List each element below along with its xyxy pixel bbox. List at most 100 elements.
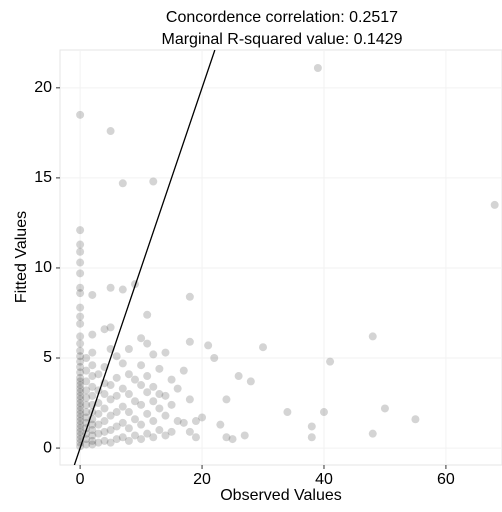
point — [191, 417, 200, 426]
point — [76, 381, 85, 390]
point — [149, 177, 158, 186]
point — [124, 408, 133, 417]
points — [73, 50, 499, 465]
point — [179, 366, 188, 375]
point — [82, 377, 91, 386]
point — [307, 422, 316, 431]
x-axis-label: Observed Values — [220, 487, 342, 504]
point — [100, 427, 109, 436]
point — [118, 418, 127, 427]
point — [76, 420, 85, 429]
point — [76, 339, 85, 348]
point — [380, 404, 389, 413]
y-tick-label: 10 — [34, 259, 52, 276]
chart-title: Concordence correlation: 0.2517 — [166, 9, 398, 26]
point — [112, 408, 121, 417]
point — [143, 409, 152, 418]
point — [106, 411, 115, 420]
point — [130, 375, 139, 384]
point — [76, 363, 85, 372]
point — [118, 359, 127, 368]
point — [112, 391, 121, 400]
point — [118, 179, 127, 188]
point — [319, 408, 328, 417]
point — [88, 382, 97, 391]
point — [106, 438, 115, 447]
point — [82, 354, 91, 363]
point — [76, 391, 85, 400]
point — [112, 352, 121, 361]
point — [76, 226, 85, 235]
point — [82, 440, 91, 449]
point — [82, 386, 91, 395]
point — [76, 413, 85, 422]
point — [100, 390, 109, 399]
point — [143, 339, 152, 348]
point — [185, 337, 194, 346]
point — [94, 370, 103, 379]
point — [88, 431, 97, 440]
point — [124, 390, 133, 399]
point — [118, 384, 127, 393]
point — [76, 283, 85, 292]
point — [185, 427, 194, 436]
point — [82, 393, 91, 402]
y-tick-label: 5 — [43, 349, 52, 366]
point — [88, 290, 97, 299]
point — [100, 436, 109, 445]
point — [234, 372, 243, 381]
point — [240, 431, 249, 440]
point — [161, 391, 170, 400]
point — [118, 433, 127, 442]
point — [149, 417, 158, 426]
point — [76, 399, 85, 408]
point — [76, 377, 85, 386]
point — [143, 372, 152, 381]
point — [198, 413, 207, 422]
point — [118, 285, 127, 294]
point — [106, 283, 115, 292]
point — [100, 417, 109, 426]
point — [259, 343, 268, 352]
point — [106, 395, 115, 404]
point — [155, 390, 164, 399]
point — [143, 310, 152, 319]
point — [124, 424, 133, 433]
point — [112, 373, 121, 382]
point — [88, 440, 97, 449]
x-tick-label: 40 — [315, 471, 333, 488]
point — [216, 420, 225, 429]
point — [185, 292, 194, 301]
point — [88, 361, 97, 370]
point — [179, 418, 188, 427]
y-tick-label: 20 — [34, 79, 52, 96]
point — [76, 346, 85, 355]
point — [173, 384, 182, 393]
point — [94, 420, 103, 429]
point — [76, 289, 85, 298]
point — [76, 431, 85, 440]
point — [368, 332, 377, 341]
point — [88, 436, 97, 445]
x-tick-label: 60 — [437, 471, 455, 488]
point — [130, 415, 139, 424]
point — [88, 348, 97, 357]
point — [76, 240, 85, 249]
x-tick-label: 20 — [193, 471, 211, 488]
point — [149, 397, 158, 406]
y-axis-label: Fitted Values — [13, 211, 30, 303]
point — [191, 433, 200, 442]
point — [88, 391, 97, 400]
point — [106, 127, 115, 136]
point — [100, 325, 109, 334]
point — [143, 429, 152, 438]
point — [112, 422, 121, 431]
point — [106, 323, 115, 332]
point — [106, 426, 115, 435]
point — [161, 431, 170, 440]
point — [76, 424, 85, 433]
point — [210, 354, 219, 363]
point — [368, 429, 377, 438]
point — [88, 426, 97, 435]
point — [283, 408, 292, 417]
